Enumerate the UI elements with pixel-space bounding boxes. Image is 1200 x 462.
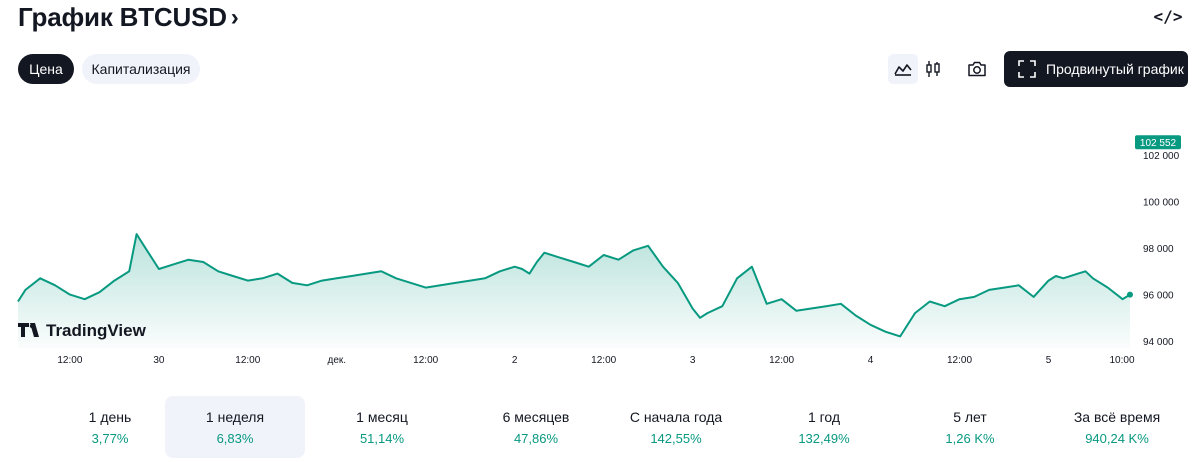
area-chart-icon [894,64,912,76]
period-change: 142,55% [650,430,702,446]
price-line [17,233,1131,338]
tab-price[interactable]: Цена [18,54,74,84]
x-tick-label: 10:00 [1109,355,1134,366]
last-point-marker [1127,291,1133,298]
x-tick-label: 30 [153,355,165,366]
y-tick-label: 100 000 [1143,198,1180,209]
period-1d[interactable]: 1 день 3,77% [40,396,180,458]
period-change: 3,77% [91,430,129,446]
fullscreen-icon [1018,60,1036,78]
performance-periods: 1 день 3,77% 1 неделя 6,83% 1 месяц 51,1… [0,396,1200,458]
x-tick-label: 12:00 [57,355,82,366]
period-change: 132,49% [798,430,850,446]
page-title[interactable]: График BTCUSD › [18,2,239,33]
period-5y[interactable]: 5 лет 1,26 K% [900,396,1040,458]
code-icon: </> [1153,6,1183,26]
period-label: За всё время [1073,408,1161,425]
x-tick-label: 4 [868,355,874,366]
tradingview-logo: TradingView [18,321,147,340]
x-tick-label: 12:00 [591,355,616,366]
x-tick-label: 12:00 [413,355,438,366]
price-area-fill [18,234,1130,348]
period-label: 1 год [807,408,841,425]
candlestick-icon [926,61,940,77]
x-tick-label: 2 [512,355,518,366]
period-label: 6 месяцев [502,408,570,425]
x-tick-label: 12:00 [769,355,794,366]
x-tick-label: 12:00 [235,355,260,366]
period-1y[interactable]: 1 год 132,49% [754,396,894,458]
chart-style-switcher [886,52,952,86]
advanced-chart-button[interactable]: Продвинутый график [1004,51,1188,87]
period-ytd[interactable]: С начала года 142,55% [606,396,746,458]
period-change: 47,86% [513,430,559,446]
y-tick-label: 94 000 [1143,337,1174,348]
price-chart[interactable]: 94 000 96 000 98 000 100 000 102 000 12:00 30… [0,96,1200,376]
last-price-label: 102 552 [1140,138,1177,149]
period-label: 1 неделя [205,408,265,425]
period-change: 51,14% [359,430,405,446]
x-tick-label: 5 [1046,355,1052,366]
last-price-badge [1135,135,1181,150]
embed-code-button[interactable]: </> [1153,6,1183,26]
snapshot-button[interactable] [959,52,995,86]
period-label: 1 день [88,408,132,425]
camera-icon [968,61,986,77]
period-1m[interactable]: 1 месяц 51,14% [312,396,452,458]
page-title-text: График BTCUSD [18,2,227,32]
chevron-right-icon: › [230,3,239,31]
period-change: 1,26 K% [945,430,995,446]
tradingview-wordmark: TradingView [46,321,147,340]
x-tick-label: дек. [328,355,347,366]
area-style-button[interactable] [888,54,918,84]
y-tick-label: 98 000 [1143,244,1174,255]
period-label: 5 лет [953,408,987,425]
period-label: 1 месяц [356,408,408,425]
x-tick-label: 12:00 [947,355,972,366]
x-tick-label: 3 [690,355,696,366]
period-label: С начала года [629,408,723,425]
tab-market-cap[interactable]: Капитализация [82,54,200,84]
advanced-chart-label: Продвинутый график [1046,61,1184,77]
period-change: 6,83% [216,430,254,446]
period-change: 940,24 K% [1085,430,1149,446]
candle-style-button[interactable] [918,54,948,84]
period-all[interactable]: За всё время 940,24 K% [1047,396,1187,458]
y-tick-label: 102 000 [1143,151,1180,162]
period-1w[interactable]: 1 неделя 6,83% [165,396,305,458]
y-tick-label: 96 000 [1143,291,1174,302]
period-6m[interactable]: 6 месяцев 47,86% [466,396,606,458]
